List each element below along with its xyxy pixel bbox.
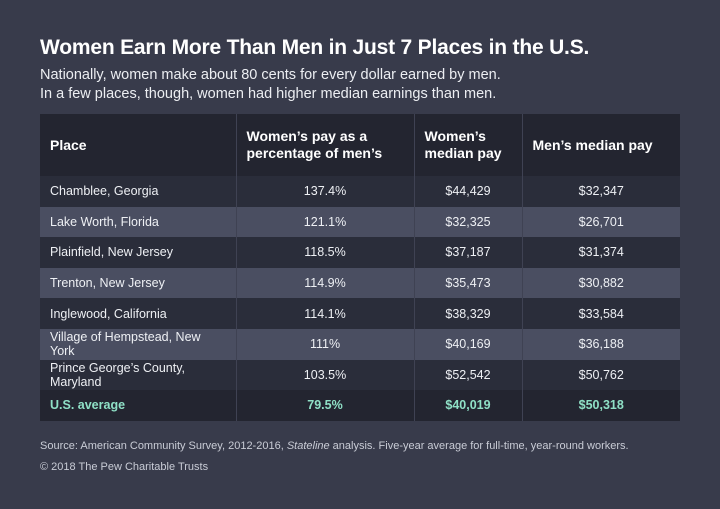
place-cell: Inglewood, California bbox=[40, 298, 237, 329]
table-row: Lake Worth, Florida 121.1% $32,325 $26,701 bbox=[40, 206, 680, 238]
table-row: Trenton, New Jersey 114.9% $35,473 $30,882 bbox=[40, 267, 680, 299]
place-cell: Prince George’s County, Maryland bbox=[40, 359, 237, 391]
subtitle-line-2: In a few places, though, women had highe… bbox=[40, 86, 497, 102]
womens-pay-cell: $38,329 bbox=[414, 298, 523, 329]
percentage-cell: 111% bbox=[236, 328, 415, 360]
mens-pay-cell: $33,584 bbox=[522, 298, 680, 329]
table-row: Inglewood, California 114.1% $38,329 $33,58… bbox=[40, 298, 680, 329]
percentage-cell: 137.4% bbox=[236, 176, 415, 207]
mens-pay-cell: $31,374 bbox=[522, 237, 680, 268]
percentage-cell: 79.5% bbox=[236, 390, 415, 421]
mens-pay-cell: $50,318 bbox=[522, 390, 680, 421]
place-cell: Plainfield, New Jersey bbox=[40, 237, 237, 268]
header-place: Place bbox=[40, 114, 237, 176]
copyright-note: © 2018 The Pew Charitable Trusts bbox=[40, 461, 209, 473]
table-row: Prince George’s County, Maryland 103.5% $5… bbox=[40, 359, 680, 391]
percentage-cell: 121.1% bbox=[236, 206, 415, 238]
womens-pay-cell: $52,542 bbox=[414, 359, 523, 391]
chart-subtitle: Nationally, women make about 80 cents fo… bbox=[40, 66, 501, 104]
table-body: Chamblee, Georgia 137.4% $44,429 $32,347 Lak… bbox=[40, 176, 680, 421]
womens-pay-cell: $40,019 bbox=[414, 390, 523, 421]
mens-pay-cell: $32,347 bbox=[522, 176, 680, 207]
source-prefix: Source: American Community Survey, 2012-… bbox=[40, 440, 287, 452]
subtitle-line-1: Nationally, women make about 80 cents fo… bbox=[40, 67, 501, 83]
womens-pay-cell: $32,325 bbox=[414, 206, 523, 238]
mens-pay-cell: $50,762 bbox=[522, 359, 680, 391]
place-cell: Lake Worth, Florida bbox=[40, 206, 237, 238]
percentage-cell: 114.9% bbox=[236, 267, 415, 299]
place-cell: U.S. average bbox=[40, 390, 237, 421]
header-womens-pay: Women’s median pay bbox=[414, 114, 523, 176]
table-row: Plainfield, New Jersey 118.5% $37,187 $31,3… bbox=[40, 237, 680, 268]
source-note: Source: American Community Survey, 2012-… bbox=[40, 440, 629, 452]
womens-pay-cell: $44,429 bbox=[414, 176, 523, 207]
womens-pay-cell: $40,169 bbox=[414, 328, 523, 360]
place-cell: Chamblee, Georgia bbox=[40, 176, 237, 207]
source-suffix: analysis. Five-year average for full-tim… bbox=[329, 440, 629, 452]
table-header-row: Place Women’s pay as a percentage of men… bbox=[40, 114, 680, 176]
womens-pay-cell: $35,473 bbox=[414, 267, 523, 299]
source-italic: Stateline bbox=[286, 440, 330, 452]
percentage-cell: 118.5% bbox=[236, 237, 415, 268]
table-row: Village of Hempstead, New York 111% $40,16… bbox=[40, 328, 680, 360]
average-row: U.S. average 79.5% $40,019 $50,318 bbox=[40, 390, 680, 421]
place-cell: Village of Hempstead, New York bbox=[40, 328, 237, 360]
percentage-cell: 114.1% bbox=[236, 298, 415, 329]
mens-pay-cell: $30,882 bbox=[522, 267, 680, 299]
mens-pay-cell: $36,188 bbox=[522, 328, 680, 360]
mens-pay-cell: $26,701 bbox=[522, 206, 680, 238]
percentage-cell: 103.5% bbox=[236, 359, 415, 391]
womens-pay-cell: $37,187 bbox=[414, 237, 523, 268]
header-mens-pay: Men’s median pay bbox=[522, 114, 680, 176]
pay-table: Place Women’s pay as a percentage of men… bbox=[40, 114, 680, 421]
chart-title: Women Earn More Than Men in Just 7 Place… bbox=[40, 36, 590, 59]
header-pay-percentage: Women’s pay as a percentage of men’s bbox=[236, 114, 415, 176]
table-row: Chamblee, Georgia 137.4% $44,429 $32,347 bbox=[40, 176, 680, 207]
place-cell: Trenton, New Jersey bbox=[40, 267, 237, 299]
